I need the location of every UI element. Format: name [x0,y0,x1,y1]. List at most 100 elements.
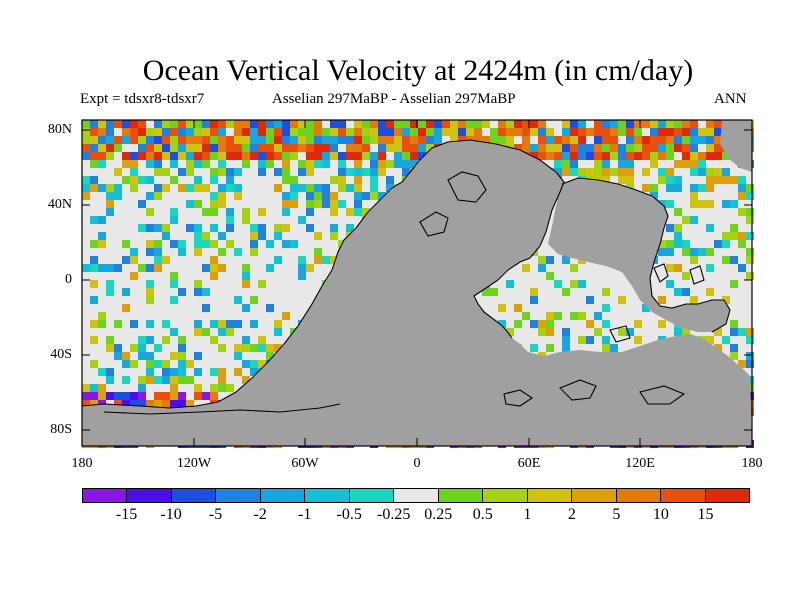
field-cell [274,256,282,264]
field-cell [666,184,674,192]
field-cell [682,160,690,168]
field-cell [306,192,314,200]
field-cell [210,392,218,400]
field-cell [538,128,546,136]
field-cell [314,256,322,264]
field-cell [386,136,394,144]
field-cell [274,320,282,328]
field-cell [274,328,282,336]
field-cell [154,160,162,168]
field-cell [682,288,690,296]
field-cell [146,136,154,144]
field-cell [170,368,178,376]
field-cell [378,152,386,160]
field-cell [138,264,146,272]
field-cell [290,192,298,200]
field-cell [546,320,554,328]
field-cell [250,360,258,368]
field-cell [746,208,754,216]
field-cell [290,128,298,136]
field-cell [146,368,154,376]
field-cell [186,144,194,152]
field-cell [82,192,90,200]
field-cell [282,152,290,160]
field-cell [178,344,186,352]
field-cell [98,160,106,168]
field-cell [562,128,570,136]
field-cell [146,224,154,232]
field-cell [98,152,106,160]
field-cell [690,168,698,176]
field-cell [554,280,562,288]
field-cell [666,136,674,144]
field-cell [210,272,218,280]
field-cell [698,184,706,192]
field-cell [258,160,266,168]
coastline-islands-east [609,263,705,343]
field-cell [658,120,666,128]
field-cell [98,184,106,192]
field-cell [530,296,538,304]
coastline-southwest [81,269,333,409]
field-cell [218,344,226,352]
colorbar-box-5 [305,489,350,502]
field-cell [714,136,722,144]
field-cell [578,120,586,128]
field-cell [674,144,682,152]
field-cell [122,240,130,248]
field-cell [290,200,298,208]
field-cell [258,224,266,232]
field-cell [114,352,122,360]
field-cell [634,144,642,152]
field-cell [282,224,290,232]
field-cell [306,120,314,128]
field-cell [378,168,386,176]
field-cell [98,240,106,248]
field-cell [450,136,458,144]
field-cell [354,160,362,168]
field-cell [114,168,122,176]
tick-marks [82,120,752,446]
field-cell [730,344,738,352]
field-cell [698,136,706,144]
field-cell [666,144,674,152]
field-cell [562,344,570,352]
field-cell [570,280,578,288]
field-cell [298,264,306,272]
field-cell [314,128,322,136]
field-cell [154,136,162,144]
field-cell [290,136,298,144]
field-cell [130,392,138,400]
field-cell [106,192,114,200]
field-cell [530,120,538,128]
field-cell [298,168,306,176]
field-cell [330,232,338,240]
field-cell [114,344,122,352]
field-cell [242,152,250,160]
field-cell [386,128,394,136]
field-cell [642,184,650,192]
field-cell [146,160,154,168]
field-cell [82,144,90,152]
field-cell [202,160,210,168]
field-cell [274,344,282,352]
field-cell [250,128,258,136]
field-cell [194,392,202,400]
field-cell [130,344,138,352]
field-cell [138,344,146,352]
field-cell [250,368,258,376]
field-cell [738,264,746,272]
field-cell [746,192,754,200]
field-cell [226,136,234,144]
field-cell [162,232,170,240]
field-cell [242,216,250,224]
field-cell [234,128,242,136]
field-cell [138,120,146,128]
field-cell [290,144,298,152]
field-cell [146,280,154,288]
field-cell [346,144,354,152]
field-cell [538,256,546,264]
field-cell [202,152,210,160]
field-cell [370,168,378,176]
field-cell [298,136,306,144]
